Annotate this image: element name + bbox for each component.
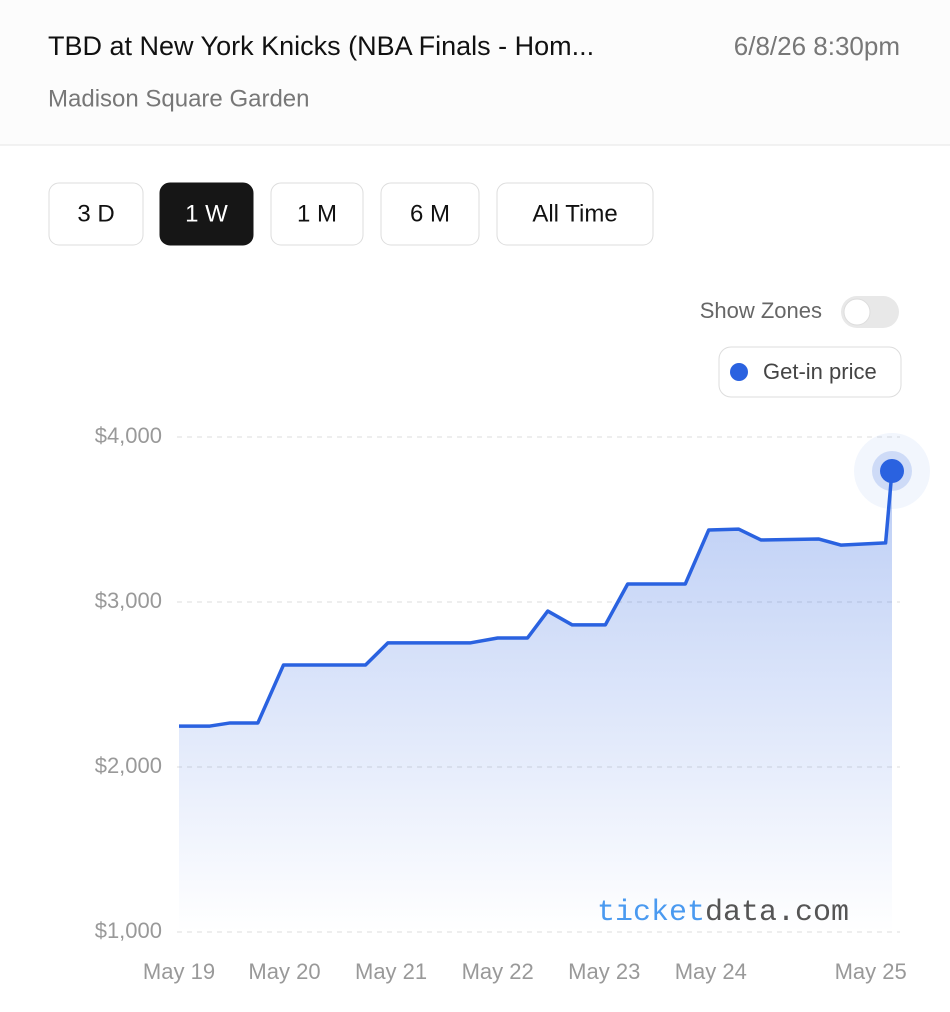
header-bg [0, 0, 950, 145]
toggle-knob [843, 298, 871, 326]
x-tick-label: May 20 [248, 959, 320, 984]
x-tick-label: May 25 [835, 959, 907, 984]
y-tick-label: $2,000 [95, 753, 162, 778]
legend-box [718, 346, 902, 398]
y-tick-label: $3,000 [95, 588, 162, 613]
legend-label: Get-in price [763, 359, 877, 384]
x-tick-label: May 23 [568, 959, 640, 984]
event-title: TBD at New York Knicks (NBA Finals - Hom… [48, 31, 594, 61]
x-tick-label: May 22 [462, 959, 534, 984]
range-button[interactable] [270, 182, 364, 246]
x-tick-label: May 19 [143, 959, 215, 984]
watermark-data: data.com [705, 896, 849, 930]
legend-marker [730, 363, 748, 381]
y-tick-label: $4,000 [95, 423, 162, 448]
range-buttons: 3 D 1 W 1 M 6 M All Time [48, 182, 654, 246]
range-button[interactable] [48, 182, 144, 246]
venue: Madison Square Garden [48, 85, 310, 112]
plot: $1,000 $2,000 $3,000 $4,000 May 19 May 20 May … [95, 423, 930, 984]
x-tick-label: May 24 [675, 959, 747, 984]
watermark-ticket: ticket [597, 896, 705, 930]
watermark: ticketdata.com [597, 896, 849, 930]
range-button[interactable] [159, 182, 254, 246]
range-button-label: 1 M [297, 200, 337, 227]
range-button[interactable] [496, 182, 654, 246]
range-button-label: 6 M [410, 200, 450, 227]
range-button[interactable] [380, 182, 480, 246]
range-button-label: 1 W [185, 200, 228, 227]
event-datetime: 6/8/26 8:30pm [734, 31, 900, 61]
range-button-label: 3 D [77, 200, 114, 227]
price-area [179, 470, 892, 932]
x-tick-label: May 21 [355, 959, 427, 984]
range-button-label: All Time [532, 200, 617, 227]
toggle-label: Show Zones [700, 298, 822, 323]
price-line [179, 470, 894, 728]
end-point [880, 458, 904, 483]
y-tick-label: $1,000 [95, 918, 162, 943]
